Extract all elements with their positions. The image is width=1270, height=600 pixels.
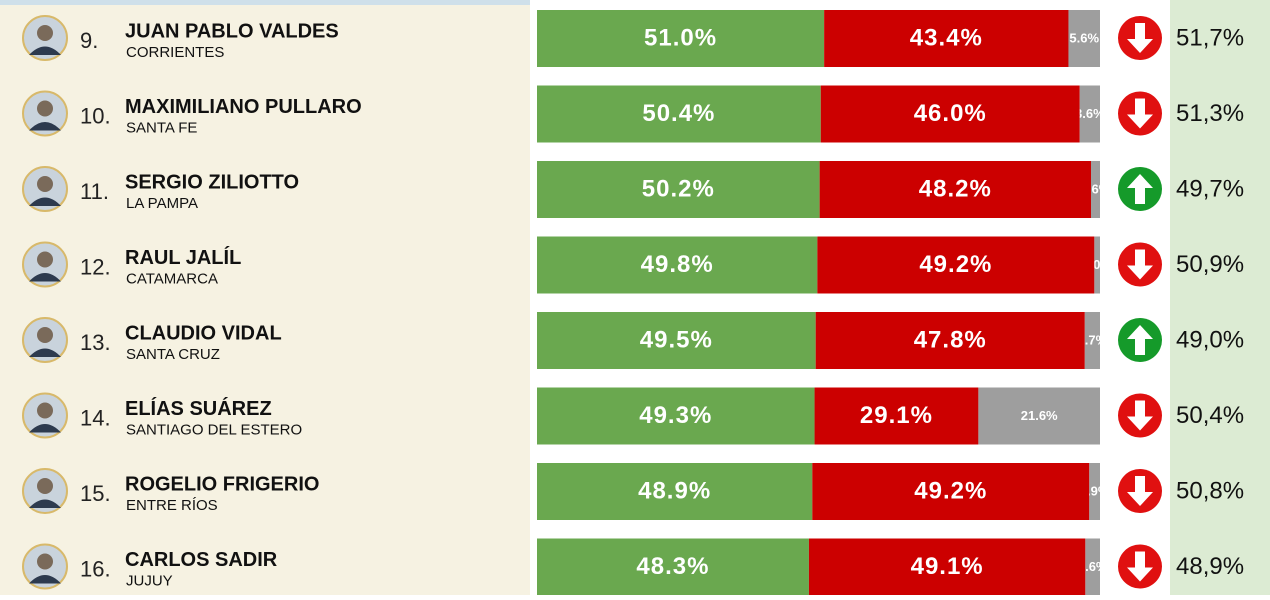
governor-name: ROGELIO FRIGERIO (125, 473, 319, 495)
avatar-head (37, 101, 53, 117)
previous-value: 50,9% (1176, 251, 1244, 278)
rank: 14. (80, 405, 111, 430)
province: SANTIAGO DEL ESTERO (126, 421, 302, 438)
segment-label-box: 50.2% (642, 175, 715, 202)
segment-label-box: 49.8% (641, 251, 714, 278)
header-strip (0, 0, 535, 5)
segment-label-box: 29.1% (860, 402, 933, 429)
province: LA PAMPA (126, 195, 198, 212)
segment-label: 43.4% (910, 24, 983, 51)
segment-label-box: 50.4% (642, 100, 715, 127)
rank: 11. (80, 179, 109, 204)
previous-value: 48,9% (1176, 553, 1244, 580)
segment-label-box: 5.6% (1069, 30, 1099, 45)
governor-name: JUAN PABLO VALDES (125, 20, 339, 42)
province: SANTA FE (126, 119, 197, 136)
segment-label-box: 49.5% (640, 326, 713, 353)
avatar-head (37, 25, 53, 41)
rank: 13. (80, 330, 111, 355)
segment-label: 48.9% (638, 477, 711, 504)
avatar-head (37, 176, 53, 192)
governor-name: ELÍAS SUÁREZ (125, 397, 272, 420)
segment-label-box: 46.0% (914, 100, 987, 127)
rank: 10. (80, 103, 111, 128)
previous-value: 51,3% (1176, 100, 1244, 127)
province: CORRIENTES (126, 44, 224, 61)
segment-label: 21.6% (1021, 408, 1058, 423)
segment-label: 51.0% (644, 24, 717, 51)
right-panel (1170, 0, 1270, 595)
province: JUJUY (126, 572, 173, 589)
segment-label: 46.0% (914, 100, 987, 127)
segment-label-box: 48.2% (919, 175, 992, 202)
previous-value: 49,7% (1176, 175, 1244, 202)
segment-label: 49.8% (641, 251, 714, 278)
avatar-head (37, 554, 53, 570)
governor-name: RAUL JALÍL (125, 246, 241, 269)
segment-label-box: 48.9% (638, 477, 711, 504)
segment-label-box: 51.0% (644, 24, 717, 51)
segment-label: 47.8% (914, 326, 987, 353)
segment-label: 49.2% (914, 477, 987, 504)
segment-label: 48.2% (919, 175, 992, 202)
avatar-head (37, 327, 53, 343)
rank: 15. (80, 481, 111, 506)
segment-label: 49.2% (919, 251, 992, 278)
segment-label-box: 43.4% (910, 24, 983, 51)
segment-label: 49.3% (639, 402, 712, 429)
province: SANTA CRUZ (126, 346, 220, 363)
province: CATAMARCA (126, 270, 218, 287)
segment-label: 49.1% (911, 553, 984, 580)
segment-label-box: 49.1% (911, 553, 984, 580)
segment-label: 5.6% (1069, 30, 1099, 45)
previous-value: 51,7% (1176, 24, 1244, 51)
segment-label-box: 49.2% (914, 477, 987, 504)
governor-name: CLAUDIO VIDAL (125, 322, 282, 344)
avatar-head (37, 403, 53, 419)
segment-label-box: 49.3% (639, 402, 712, 429)
segment-label-box: 49.2% (919, 251, 992, 278)
segment-label: 50.4% (642, 100, 715, 127)
governor-name: MAXIMILIANO PULLARO (125, 96, 362, 118)
governor-name: CARLOS SADIR (125, 549, 278, 571)
segment-label: 49.5% (640, 326, 713, 353)
segment-label: 29.1% (860, 402, 933, 429)
avatar-head (37, 252, 53, 268)
governor-name: SERGIO ZILIOTTO (125, 171, 299, 193)
ranking: 9. JUAN PABLO VALDES CORRIENTES 51.0% 43.4% 5… (0, 0, 1270, 595)
segment-label-box: 21.6% (1021, 408, 1058, 423)
previous-value: 50,8% (1176, 477, 1244, 504)
avatar-head (37, 478, 53, 494)
segment-label-box: 47.8% (914, 326, 987, 353)
rank: 9. (80, 28, 98, 53)
previous-value: 50,4% (1176, 402, 1244, 429)
rank: 16. (80, 556, 111, 581)
province: ENTRE RÍOS (126, 497, 218, 514)
rank: 12. (80, 254, 111, 279)
segment-label: 48.3% (636, 553, 709, 580)
previous-value: 49,0% (1176, 326, 1244, 353)
segment-label: 50.2% (642, 175, 715, 202)
segment-label-box: 48.3% (636, 553, 709, 580)
